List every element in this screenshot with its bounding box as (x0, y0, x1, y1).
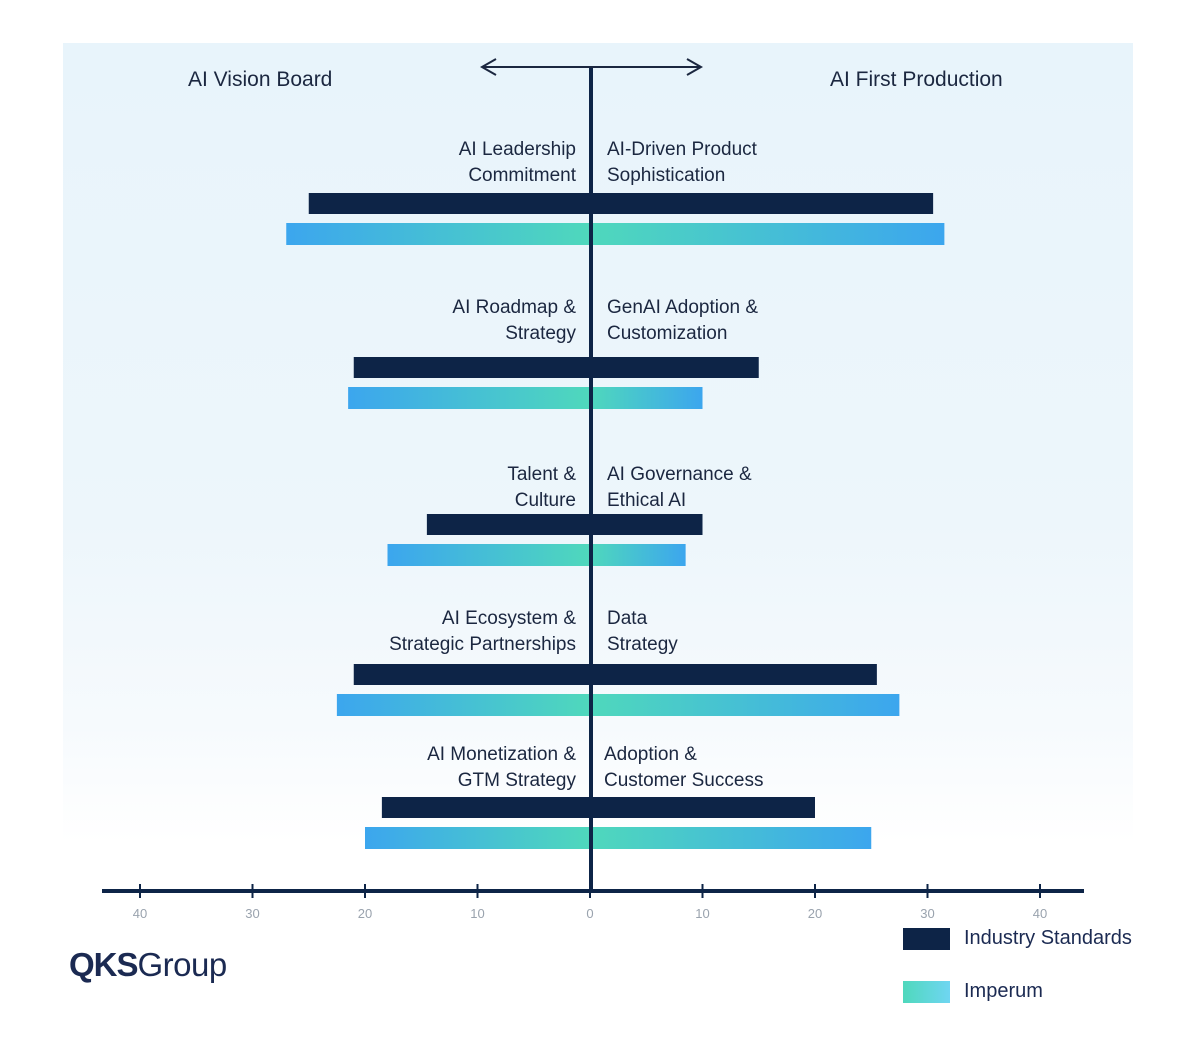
bar-industry-left-0 (308, 193, 590, 214)
category-label-left-1: AI Roadmap & Strategy (452, 295, 576, 347)
legend-swatch-imperum (903, 981, 950, 1003)
category-label-right-line: GenAI Adoption & (607, 297, 759, 318)
x-tick-label-8: 40 (1032, 906, 1048, 921)
x-tick-label-4: 0 (586, 906, 594, 921)
x-tick-label-5: 10 (695, 906, 710, 921)
x-tick-label-1: 30 (245, 906, 260, 921)
x-tick-label-0: 40 (132, 906, 148, 921)
category-label-right-0: AI-Driven Product Sophistication (607, 137, 757, 189)
right-title: AI First Production (830, 68, 1003, 91)
category-label-left-line: AI Ecosystem & (441, 608, 576, 629)
category-label-right-line: AI-Driven Product (607, 139, 757, 160)
qks-group-logo: QKSGroup (69, 946, 227, 984)
category-label-right-line: Customization (607, 323, 728, 344)
x-tick-label-6: 20 (807, 906, 823, 921)
category-label-right-line: AI Governance & (607, 464, 752, 485)
category-label-left-line: AI Monetization & (427, 744, 576, 765)
category-label-right-line: Customer Success (604, 770, 764, 791)
category-label-left-line: Commitment (468, 165, 576, 186)
logo-light-text: Group (137, 946, 228, 983)
bar-industry-right-4 (590, 797, 815, 818)
bar-imperum-right-1 (590, 387, 703, 409)
x-tick-label-2: 20 (357, 906, 373, 921)
bar-industry-right-1 (590, 357, 759, 378)
category-label-left-line: GTM Strategy (457, 770, 576, 791)
category-label-right-line: Adoption & (604, 744, 697, 765)
category-label-right-1: GenAI Adoption & Customization (607, 295, 758, 347)
bar-imperum-left-1 (348, 387, 590, 409)
left-title: AI Vision Board (188, 68, 333, 91)
category-label-left-0: AI Leadership Commitment (459, 137, 576, 189)
legend-label-imperum: Imperum (964, 980, 1043, 1002)
x-tick-label-3: 10 (470, 906, 485, 921)
category-label-left-line: AI Leadership (458, 139, 576, 160)
arrow-left-head-icon (479, 58, 497, 76)
category-label-left-line: Strategic Partnerships (389, 634, 576, 655)
category-label-right-line: Sophistication (607, 165, 726, 186)
bar-imperum-right-2 (590, 544, 686, 566)
category-label-right-line: Strategy (607, 634, 678, 655)
category-label-left-line: AI Roadmap & (452, 297, 576, 318)
bar-imperum-left-4 (365, 827, 590, 849)
bar-industry-right-3 (590, 664, 877, 685)
bar-imperum-left-3 (336, 694, 590, 716)
legend-swatch-industry (903, 928, 950, 950)
logo-bold-text: QKS (69, 946, 139, 983)
bar-industry-left-2 (426, 514, 590, 535)
x-tick-label-7: 30 (920, 906, 935, 921)
bar-industry-right-2 (590, 514, 703, 535)
bar-imperum-right-4 (590, 827, 872, 849)
category-label-left-line: Culture (514, 490, 576, 511)
bar-imperum-left-0 (286, 223, 590, 245)
bar-industry-left-3 (353, 664, 590, 685)
category-label-right-4: Adoption & Customer Success (604, 742, 763, 794)
category-label-left-4: AI Monetization & GTM Strategy (427, 742, 576, 794)
legend-label-industry: Industry Standards (964, 927, 1132, 949)
category-label-right-line: Data (607, 608, 648, 629)
category-label-right-2: AI Governance & Ethical AI (607, 462, 752, 514)
category-label-left-line: Talent & (507, 464, 576, 485)
category-label-left-2: Talent & Culture (507, 462, 576, 514)
bar-industry-left-4 (381, 797, 590, 818)
bar-imperum-right-3 (590, 694, 900, 716)
arrow-right-head-icon (686, 58, 704, 76)
category-label-right-line: Ethical AI (607, 490, 687, 511)
bar-industry-right-0 (590, 193, 934, 214)
category-label-left-line: Strategy (505, 323, 576, 344)
bar-imperum-left-2 (387, 544, 590, 566)
category-label-left-3: AI Ecosystem & Strategic Partnerships (389, 606, 576, 658)
bar-industry-left-1 (353, 357, 590, 378)
bar-imperum-right-0 (590, 223, 945, 245)
category-label-right-3: Data Strategy (607, 606, 678, 658)
